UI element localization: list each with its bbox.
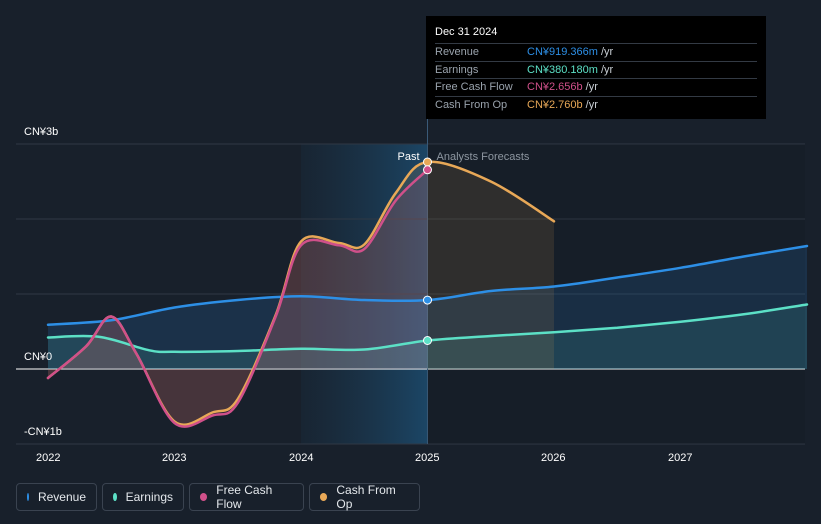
tooltip-row-earnings: Earnings CN¥380.180m /yr: [435, 60, 757, 79]
tooltip-date: Dec 31 2024: [435, 26, 498, 38]
tooltip-value: CN¥2.760b: [527, 98, 583, 111]
cash-from-op-area: [48, 161, 554, 425]
tooltip-row-cash-from-op: Cash From Op CN¥2.760b /yr: [435, 95, 757, 114]
y-tick-label-zero: CN¥0: [24, 351, 53, 363]
tooltip-label: Cash From Op: [435, 98, 508, 111]
tooltip: Dec 31 2024 Revenue CN¥919.366m /yr Earn…: [426, 16, 766, 119]
past-label: Past: [397, 151, 419, 163]
tooltip-unit: /yr: [600, 63, 614, 76]
forecast-region: [427, 144, 805, 444]
earnings-dot-icon: [113, 493, 117, 501]
x-tick-label: 2023: [162, 452, 187, 464]
tooltip-value: CN¥919.366m: [527, 46, 598, 59]
earnings-marker: [423, 336, 432, 345]
tooltip-row-revenue: Revenue CN¥919.366m /yr: [435, 43, 757, 61]
tooltip-unit: /yr: [600, 46, 614, 59]
free-cash-flow-dot-icon: [200, 493, 208, 501]
legend-item-earnings[interactable]: Earnings: [102, 483, 184, 511]
y-tick-label-bottom: -CN¥1b: [24, 426, 62, 438]
revenue-area: [48, 246, 807, 369]
legend-item-cash-from-op[interactable]: Cash From Op: [309, 483, 420, 511]
legend-label: Revenue: [37, 490, 86, 504]
forecast-label: Analysts Forecasts: [437, 151, 530, 163]
legend-item-revenue[interactable]: Revenue: [16, 483, 97, 511]
x-tick-label: 2026: [541, 452, 566, 464]
revenue-marker: [423, 295, 432, 305]
free-cash-flow-line: [46, 168, 429, 428]
cash-from-op-dot-icon: [320, 493, 328, 501]
earnings-line: [46, 303, 809, 354]
tooltip-value: CN¥380.180m: [527, 63, 598, 76]
legend-item-free-cash-flow[interactable]: Free Cash Flow: [189, 483, 304, 511]
legend-label: Free Cash Flow: [216, 483, 273, 511]
y-tick-label-top: CN¥3b: [24, 126, 59, 138]
tooltip-unit: /yr: [585, 98, 598, 111]
x-tick-label: 2022: [36, 452, 61, 464]
tooltip-label: Revenue: [435, 46, 480, 59]
tooltip-unit: /yr: [585, 81, 598, 94]
x-tick-label: 2024: [289, 452, 314, 464]
x-tick-label: 2025: [415, 452, 440, 464]
legend-label: Earnings: [125, 490, 173, 504]
revenue-dot-icon: [27, 493, 29, 501]
tooltip-value: CN¥2.656b: [527, 81, 583, 94]
tooltip-row-free-cash-flow: Free Cash Flow CN¥2.656b /yr: [435, 78, 757, 96]
earnings-area: [48, 304, 807, 369]
x-tick-label: 2027: [668, 452, 693, 464]
cash-from-op-marker: [423, 157, 432, 167]
tooltip-label: Free Cash Flow: [435, 81, 513, 94]
legend-label: Cash From Op: [336, 483, 396, 511]
tooltip-label: Earnings: [435, 63, 479, 76]
free-cash-flow-area: [48, 169, 428, 427]
free-cash-flow-marker: [423, 165, 432, 175]
